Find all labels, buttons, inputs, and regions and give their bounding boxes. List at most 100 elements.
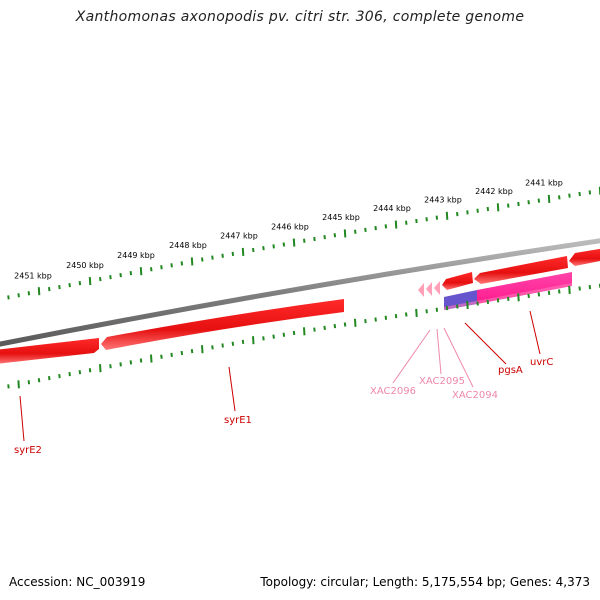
ruler-minor-tick [58,284,61,290]
gene-label-XAC2095[interactable]: XAC2095 [419,376,465,387]
ruler-minor-tick [109,364,112,369]
ruler-minor-tick [476,208,479,213]
ruler-minor-tick [425,217,428,222]
ruler-minor-tick [292,330,296,336]
gene-label-syrE2[interactable]: syrE2 [14,445,42,456]
ruler-minor-tick [313,327,316,332]
ruler-major-tick [303,327,306,336]
ruler-major-tick [354,318,357,327]
ruler-minor-tick [139,358,143,363]
ruler-minor-tick [507,296,510,301]
gene-label-XAC2094[interactable]: XAC2094 [452,390,498,401]
gene-labels: syrE2 syrE1 XAC2096 XAC2095 XAC2094 pgsA… [14,357,553,456]
ruler-minor-tick [547,290,551,296]
ruler-minor-tick [374,225,377,231]
gene-uvrC-block [477,272,572,304]
ruler-minor-tick [588,285,592,290]
ruler-minor-tick [170,352,173,357]
ruler-major-tick [190,257,194,266]
ruler-minor-tick [160,265,163,270]
gene-leader-lines [19,310,541,442]
ruler-minor-tick [456,304,459,309]
ruler-major-tick [241,247,245,257]
ruler-minor-tick [129,360,133,365]
ruler-minor-tick [129,271,133,276]
ruler-minor-tick [109,274,112,280]
ruler-minor-tick [435,307,439,312]
ruler-minor-tick [445,306,449,311]
ruler-minor-tick [364,227,367,233]
outer-ruler-ticks [7,186,600,300]
ruler-major-tick [394,220,398,229]
ruler-minor-tick [537,292,541,297]
gene-trna-2 [426,282,432,296]
ruler-minor-tick [415,218,418,224]
ruler-minor-tick [354,229,357,234]
ruler-minor-tick [27,380,31,385]
ruler-major-tick [496,203,500,212]
inner-ruler-ticks [7,283,600,389]
ruler-major-tick [415,308,418,317]
ruler-minor-tick [333,233,337,238]
ruler-major-tick [99,364,102,373]
ruler-label: 2450 kbp [66,261,104,270]
ruler-major-tick [343,229,347,238]
ruler-minor-tick [88,368,92,373]
ruler-minor-tick [486,299,490,305]
gene-label-uvrC[interactable]: uvrC [530,357,553,368]
ruler-minor-tick [568,193,571,198]
gene-label-XAC2096[interactable]: XAC2096 [370,386,416,397]
ruler-minor-tick [486,206,490,212]
ruler-major-tick [252,336,255,345]
ruler-minor-tick [221,253,224,258]
ruler-minor-tick [282,242,286,247]
ruler-minor-tick [99,276,102,282]
ruler-minor-tick [262,336,265,341]
ruler-minor-tick [150,267,153,272]
map-title: Xanthomonas axonopodis pv. citri str. 30… [75,9,525,25]
ruler-minor-tick [48,287,51,292]
ruler-minor-tick [17,293,20,298]
ruler-minor-tick [78,280,82,286]
ruler-minor-tick [558,289,561,294]
ruler-label: 2449 kbp [117,251,155,260]
ruler-minor-tick [190,348,194,354]
ruler-minor-tick [435,215,439,220]
ruler-minor-tick [364,318,367,324]
gene-label-syrE1[interactable]: syrE1 [224,415,252,426]
ruler-label: 2446 kbp [271,222,309,231]
ruler-minor-tick [119,272,122,278]
ruler-minor-tick [456,211,459,217]
ruler-minor-tick [241,339,245,345]
ruler-major-tick [139,267,143,276]
ruler-minor-tick [7,384,10,389]
ruler-minor-tick [211,255,214,260]
ruler-minor-tick [323,325,326,330]
ruler-minor-tick [27,291,31,296]
ruler-minor-tick [578,286,581,291]
ruler-minor-tick [466,210,469,215]
ruler-minor-tick [231,251,235,256]
ruler-minor-tick [537,198,541,203]
gene-label-pgsA[interactable]: pgsA [498,365,523,376]
ruler-minor-tick [527,293,530,298]
ruler-minor-tick [476,301,479,306]
ruler-major-tick [517,293,520,302]
ruler-minor-tick [394,314,398,319]
ruler-minor-tick [527,200,530,205]
ruler-major-tick [445,211,449,220]
ruler-minor-tick [68,282,71,288]
ruler-label: 2445 kbp [322,213,360,222]
ruler-minor-tick [496,298,500,303]
ruler-minor-tick [201,257,204,262]
gene-syrE1-block [101,299,344,350]
ruler-minor-tick [262,246,265,251]
ruler-minor-tick [252,247,255,253]
ruler-minor-tick [68,372,71,377]
accession-text: Accession: NC_003919 [9,575,146,589]
ruler-minor-tick [180,261,184,266]
ruler-minor-tick [384,224,388,229]
ruler-minor-tick [425,309,428,314]
ruler-minor-tick [282,332,286,337]
ruler-minor-tick [211,345,214,350]
